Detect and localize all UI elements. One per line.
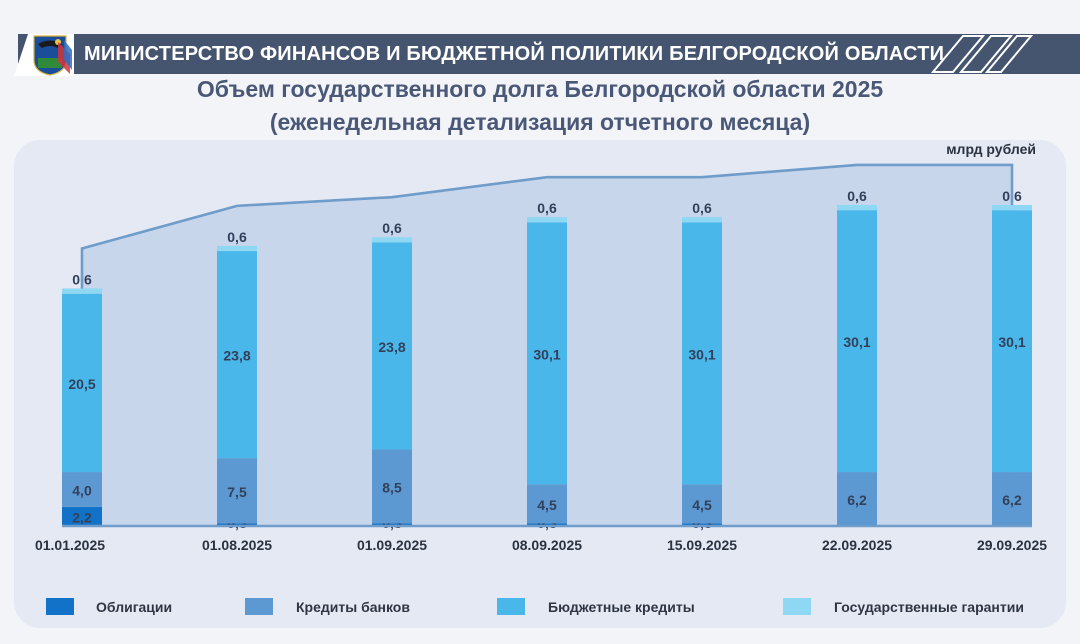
chart-subtitle: (еженедельная детализация отчетного меся… xyxy=(269,109,811,135)
category-label: 22.09.2025 xyxy=(822,537,892,553)
data-label-state-guarantees: 0,6 xyxy=(692,200,712,216)
bar-bank-loans xyxy=(682,484,722,524)
bar-state-guarantees xyxy=(217,245,257,252)
bar-bonds xyxy=(217,523,257,526)
data-label-bank-loans: 4,5 xyxy=(537,497,557,513)
bar-bank-loans xyxy=(372,449,412,524)
bar-state-guarantees xyxy=(837,204,877,211)
category-label: 29.09.2025 xyxy=(977,537,1047,553)
data-label-budget-loans: 30,1 xyxy=(843,334,870,350)
header-title: МИНИСТЕРСТВО ФИНАНСОВ И БЮДЖЕТНОЙ ПОЛИТИ… xyxy=(84,43,945,65)
legend-label-bank-loans: Кредиты банков xyxy=(296,599,410,615)
data-label-state-guarantees: 0,6 xyxy=(847,188,867,204)
data-label-budget-loans: 23,8 xyxy=(378,339,405,355)
category-label: 01.01.2025 xyxy=(35,537,105,553)
legend-swatch-budget-loans xyxy=(497,598,525,615)
bar-budget-loans xyxy=(682,222,722,485)
category-label: 15.09.2025 xyxy=(667,537,737,553)
legend: Облигации Кредиты банков Бюджетные креди… xyxy=(0,596,1080,620)
category-label: 08.09.2025 xyxy=(512,537,582,553)
data-label-budget-loans: 30,1 xyxy=(688,346,715,362)
category-label: 01.08.2025 xyxy=(202,537,272,553)
data-label-bank-loans: 8,5 xyxy=(382,479,402,495)
double-slash-icon xyxy=(930,35,1034,73)
bar-budget-loans xyxy=(992,210,1032,473)
bar-budget-loans xyxy=(372,242,412,450)
legend-swatch-bank-loans xyxy=(245,598,273,615)
data-label-budget-loans: 30,1 xyxy=(998,334,1025,350)
legend-swatch-bonds xyxy=(46,598,74,615)
bar-bank-loans xyxy=(992,472,1032,526)
total-line xyxy=(80,163,1014,289)
bar-bonds xyxy=(372,523,412,526)
bar-bank-loans xyxy=(837,472,877,526)
bar-bonds xyxy=(682,523,722,526)
bar-budget-loans xyxy=(217,251,257,459)
category-label: 01.09.2025 xyxy=(357,537,427,553)
data-label-bank-loans: 6,2 xyxy=(847,492,867,508)
data-label-bank-loans: 4,0 xyxy=(72,482,92,498)
header-bar xyxy=(18,34,1080,74)
bar-bank-loans xyxy=(62,472,102,507)
data-label-bank-loans: 4,5 xyxy=(692,497,712,513)
bar-bonds xyxy=(62,506,102,526)
bar-bonds xyxy=(527,523,567,526)
bar-bank-loans xyxy=(217,458,257,524)
bar-state-guarantees xyxy=(372,237,412,243)
legend-label-state-guarantees: Государственные гарантии xyxy=(834,599,1024,615)
unit-label: млрд рублей xyxy=(946,141,1036,157)
data-label-bank-loans: 7,5 xyxy=(227,484,247,500)
legend-label-budget-loans: Бюджетные кредиты xyxy=(548,599,695,615)
data-label-budget-loans: 20,5 xyxy=(68,376,95,392)
data-label-bank-loans: 6,2 xyxy=(1002,492,1022,508)
data-label-state-guarantees: 0,6 xyxy=(227,229,247,245)
data-label-state-guarantees: 0,6 xyxy=(382,220,402,236)
bar-state-guarantees xyxy=(682,217,722,223)
legend-swatch-state-guarantees xyxy=(783,598,811,615)
bar-budget-loans xyxy=(527,222,567,485)
chart-title: Объем государственного долга Белгородско… xyxy=(196,76,884,102)
bar-budget-loans xyxy=(62,293,102,473)
bar-budget-loans xyxy=(837,210,877,473)
legend-label-bonds: Облигации xyxy=(96,599,173,615)
data-label-budget-loans: 23,8 xyxy=(223,348,250,364)
bar-state-guarantees xyxy=(62,288,102,294)
bar-bank-loans xyxy=(527,484,567,524)
belgorod-coat-of-arms-icon xyxy=(14,34,74,76)
bar-state-guarantees xyxy=(992,204,1032,211)
bar-state-guarantees xyxy=(527,217,567,223)
data-label-bonds: 2,2 xyxy=(72,509,92,525)
data-label-state-guarantees: 0,6 xyxy=(537,200,557,216)
data-label-budget-loans: 30,1 xyxy=(533,346,560,362)
